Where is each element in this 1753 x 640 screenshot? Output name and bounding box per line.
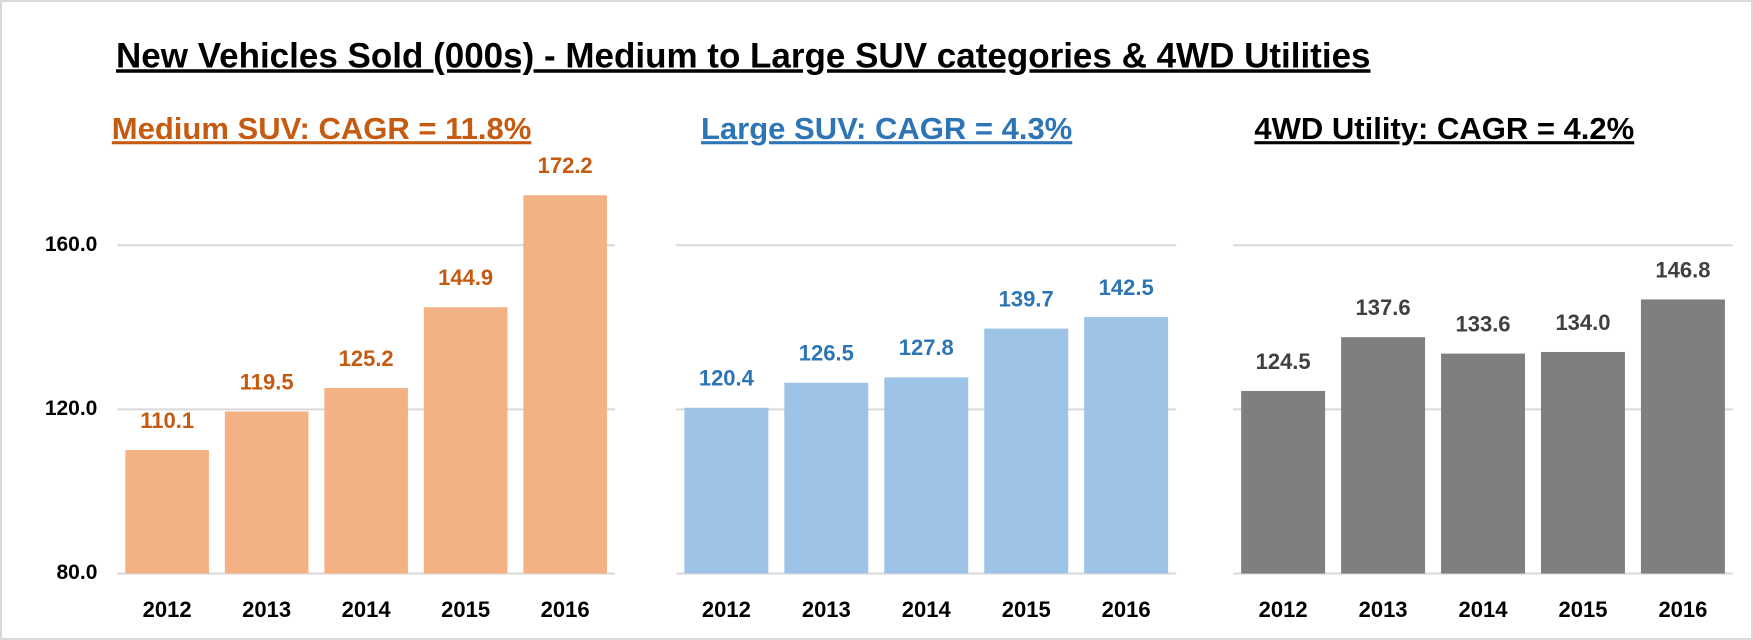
data-label: 110.1 bbox=[140, 408, 194, 433]
data-label: 144.9 bbox=[438, 265, 493, 290]
bar bbox=[784, 382, 869, 574]
y-tick-label: 120.0 bbox=[45, 397, 98, 420]
data-label: 146.8 bbox=[1655, 257, 1710, 282]
data-label: 142.5 bbox=[1099, 275, 1154, 300]
x-tick-label: 2016 bbox=[1102, 597, 1151, 622]
bar bbox=[125, 450, 209, 574]
bar bbox=[324, 388, 408, 574]
x-tick-label: 2015 bbox=[441, 597, 490, 622]
panel-title: 4WD Utility: CAGR = 4.2% bbox=[1254, 111, 1634, 146]
x-tick-label: 2012 bbox=[702, 597, 751, 622]
x-tick-label: 2012 bbox=[143, 597, 192, 622]
x-tick-label: 2016 bbox=[541, 597, 590, 622]
data-label: 127.8 bbox=[899, 335, 954, 360]
x-tick-label: 2013 bbox=[802, 597, 851, 622]
data-label: 172.2 bbox=[538, 153, 593, 178]
y-tick-label: 80.0 bbox=[57, 561, 98, 584]
data-label: 119.5 bbox=[240, 369, 294, 394]
bar bbox=[884, 377, 969, 574]
bar bbox=[224, 411, 309, 574]
data-label: 139.7 bbox=[999, 286, 1054, 311]
bar bbox=[1640, 299, 1725, 574]
data-label: 134.0 bbox=[1555, 310, 1610, 335]
panel-title: Medium SUV: CAGR = 11.8% bbox=[112, 111, 531, 146]
data-label: 126.5 bbox=[799, 341, 854, 366]
bar bbox=[1540, 351, 1625, 574]
bar bbox=[684, 407, 769, 574]
bar bbox=[1341, 337, 1426, 574]
x-tick-label: 2014 bbox=[342, 597, 392, 622]
x-tick-label: 2012 bbox=[1259, 597, 1308, 622]
x-tick-label: 2013 bbox=[242, 597, 291, 622]
panel-title: Large SUV: CAGR = 4.3% bbox=[701, 111, 1072, 146]
bar bbox=[1084, 317, 1169, 574]
x-tick-label: 2014 bbox=[902, 597, 952, 622]
data-label: 124.5 bbox=[1256, 349, 1311, 374]
bar bbox=[984, 328, 1069, 574]
bar bbox=[423, 307, 508, 574]
x-tick-label: 2014 bbox=[1459, 597, 1509, 622]
y-tick-label: 160.0 bbox=[45, 233, 98, 256]
data-label: 137.6 bbox=[1356, 295, 1411, 320]
data-label: 120.4 bbox=[699, 366, 755, 391]
bar bbox=[1241, 390, 1326, 574]
x-tick-label: 2013 bbox=[1359, 597, 1408, 622]
data-label: 125.2 bbox=[339, 346, 394, 371]
x-tick-label: 2015 bbox=[1558, 597, 1607, 622]
bar bbox=[1441, 353, 1526, 574]
bar bbox=[523, 195, 607, 574]
x-tick-label: 2015 bbox=[1002, 597, 1051, 622]
chart-title: New Vehicles Sold (000s) - Medium to Lar… bbox=[116, 36, 1371, 75]
x-tick-label: 2016 bbox=[1658, 597, 1707, 622]
data-label: 133.6 bbox=[1455, 311, 1510, 336]
